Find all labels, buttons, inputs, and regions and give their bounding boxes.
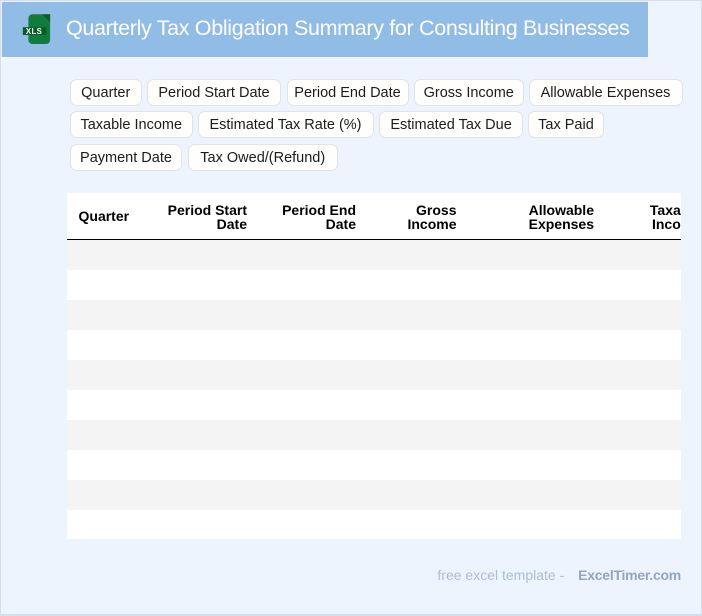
svg-text:XLS: XLS [26,27,42,36]
